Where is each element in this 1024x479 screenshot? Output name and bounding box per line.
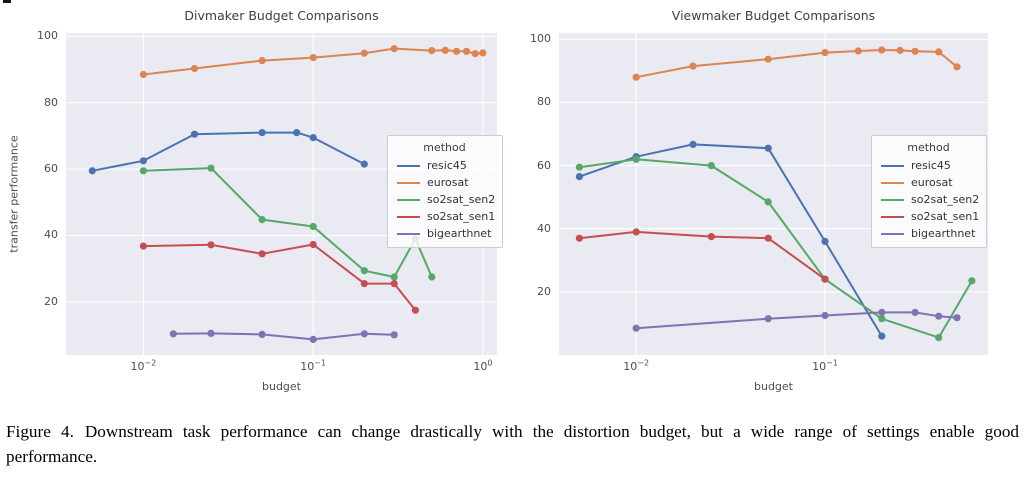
legend-swatch-so2sat_sen1 <box>397 215 420 218</box>
legend-label: bigearthnet <box>911 227 976 240</box>
series-resic45 <box>88 129 368 175</box>
legend-label: eurosat <box>911 176 953 189</box>
legend-swatch-resic45 <box>881 164 904 167</box>
series-bigearthnet <box>632 308 961 332</box>
legend-entry: bigearthnet <box>397 225 492 242</box>
legend-label: so2sat_sen2 <box>427 193 496 206</box>
x-axis-label: budget <box>754 380 793 393</box>
gridlines <box>66 33 497 355</box>
y-tick-label: 60 <box>44 162 58 176</box>
x-tick-label: 10−1 <box>300 358 327 373</box>
y-tick-label: 100 <box>37 29 58 43</box>
legend-swatch-bigearthnet <box>881 232 904 235</box>
legend-swatch-eurosat <box>397 181 420 184</box>
caption-text: Downstream task performance can change d… <box>6 422 1020 466</box>
x-tick-label: 10−2 <box>623 358 650 373</box>
legend-label: bigearthnet <box>427 227 492 240</box>
legend: method resic45 eurosat so2sat_sen2 so2sat_se… <box>871 135 987 248</box>
x-tick-label: 10−1 <box>812 358 838 373</box>
legend: method resic45 eurosat so2sat_sen2 so2sat_se… <box>387 135 503 248</box>
y-tick-label: 80 <box>537 95 551 109</box>
y-tick-label: 40 <box>537 221 551 235</box>
figure-caption: Figure 4. Downstream task performance can… <box>6 419 1019 469</box>
legend-swatch-eurosat <box>881 181 904 184</box>
legend-label: resic45 <box>427 159 467 172</box>
legend-swatch-so2sat_sen2 <box>881 198 904 201</box>
series-bigearthnet <box>169 329 398 343</box>
chart-title: Viewmaker Budget Comparisons <box>671 8 876 23</box>
legend-label: eurosat <box>427 176 469 189</box>
legend-entry: bigearthnet <box>881 225 976 242</box>
series-so2sat_sen1 <box>139 240 419 314</box>
chart-title: Divmaker Budget Comparisons <box>184 8 379 23</box>
y-tick-label: 60 <box>537 158 551 172</box>
legend-entry: so2sat_sen2 <box>397 191 496 208</box>
y-tick-label: 20 <box>537 284 551 298</box>
legend-label: so2sat_sen1 <box>427 210 496 223</box>
legend-label: resic45 <box>911 159 951 172</box>
caption-label: Figure 4. <box>6 422 74 441</box>
series-so2sat_sen1 <box>575 228 829 283</box>
legend-title: method <box>907 141 950 154</box>
legend-entry: resic45 <box>881 157 976 174</box>
legend-entry: resic45 <box>397 157 492 174</box>
legend-swatch-so2sat_sen1 <box>881 215 904 218</box>
chart-divmaker: Divmaker Budget Comparisons transfer per… <box>8 8 503 393</box>
series-eurosat <box>139 45 487 79</box>
legend-entry: so2sat_sen1 <box>397 208 496 225</box>
legend-label: so2sat_sen2 <box>911 193 980 206</box>
y-axis-label: transfer performance <box>7 135 21 253</box>
page-edge-artifact <box>3 0 11 3</box>
legend-entry: eurosat <box>397 174 492 191</box>
y-tick-label: 80 <box>44 95 58 109</box>
legend-swatch-so2sat_sen2 <box>397 198 420 201</box>
x-tick-label: 100 <box>473 358 493 373</box>
legend-entry: so2sat_sen1 <box>881 208 980 225</box>
x-tick-label: 10−2 <box>130 358 157 373</box>
legend-entry: eurosat <box>881 174 976 191</box>
legend-label: so2sat_sen1 <box>911 210 980 223</box>
y-tick-label: 20 <box>44 294 58 308</box>
legend-entry: so2sat_sen2 <box>881 191 980 208</box>
y-tick-label: 100 <box>530 32 551 46</box>
series-eurosat <box>632 46 961 81</box>
x-axis-label: budget <box>262 380 301 393</box>
chart-viewmaker: Viewmaker Budget Comparisons budget meth… <box>530 8 988 393</box>
y-tick-label: 40 <box>44 228 58 242</box>
legend-swatch-resic45 <box>397 164 420 167</box>
legend-swatch-bigearthnet <box>397 232 420 235</box>
legend-title: method <box>423 141 466 154</box>
